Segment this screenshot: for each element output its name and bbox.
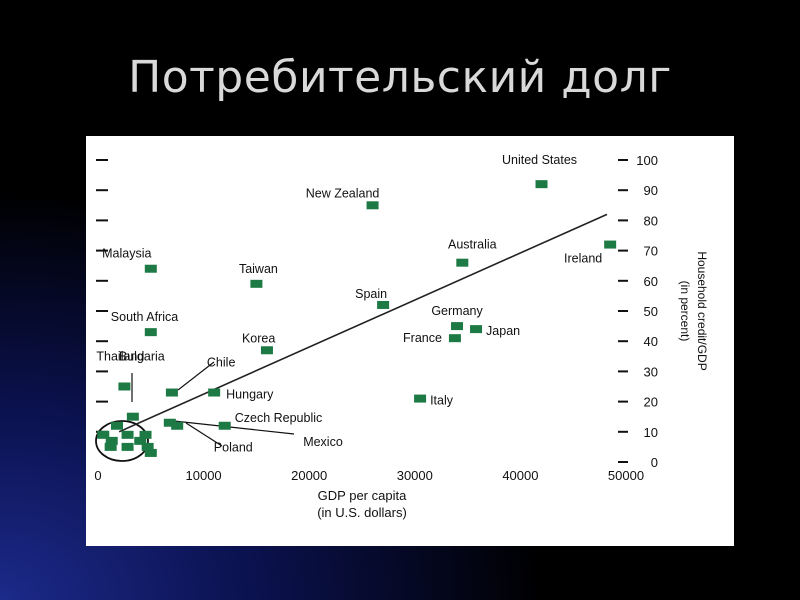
point-united-states [535,180,548,189]
point-ireland [604,240,617,249]
y-axis-unit: (in percent) [678,281,692,342]
point-unlabeled [121,442,134,451]
x-axis-title: GDP per capita [318,488,407,503]
point-taiwan [250,279,263,288]
axes-layer: 0 10 20 30 40 50 60 70 80 90 100 0 10000 20000 30000 40… [94,153,709,520]
labels-layer: United States New Zealand Ireland Australia… [96,153,602,455]
points-layer [97,180,617,457]
point-unlabeled [121,430,134,439]
scatter-chart: 0 10 20 30 40 50 60 70 80 90 100 0 10000 20000 30000 40… [94,153,709,520]
x-tick-label: 10000 [186,468,222,483]
trend-line [118,213,608,433]
y-tick-label: 80 [644,213,658,228]
point-czech-republic [218,421,231,430]
point-unlabeled [104,442,117,451]
x-tick-label: 20000 [291,468,327,483]
point-new-zealand [366,201,379,210]
point-label-france: France [403,331,442,345]
y-tick-label: 30 [644,364,658,379]
point-malaysia [144,264,157,273]
annotations-layer [95,361,295,462]
y-tick-label: 70 [644,244,658,259]
point-label-bulgaria: Bulgaria [119,350,165,364]
y-tick-label: 60 [644,274,658,289]
point-label-korea: Korea [242,331,275,345]
point-label-australia: Australia [448,238,497,252]
mexico-leader-line [173,420,295,435]
point-label-ireland: Ireland [564,252,602,266]
y-tick-label: 90 [644,183,658,198]
point-unlabeled [134,436,147,445]
point-germany [451,322,464,331]
point-japan [470,325,483,334]
chart-panel: 0 10 20 30 40 50 60 70 80 90 100 0 10000 20000 30000 40… [86,136,734,546]
point-bulgaria [126,412,139,421]
point-korea [260,346,273,355]
point-label-czech-republic: Czech Republic [235,411,323,425]
point-hungary [208,388,221,397]
point-unlabeled [105,436,118,445]
point-label-hungary: Hungary [226,388,274,402]
y-tick-label: 0 [651,455,658,470]
point-unlabeled [97,430,110,439]
cluster-circle [95,420,149,462]
point-label-germany: Germany [431,304,483,318]
point-unlabeled [111,421,124,430]
y-tick-label: 40 [644,334,658,349]
point-mexico [171,421,184,430]
point-label-poland: Poland [214,441,253,455]
poland-leader-line [185,422,223,447]
point-label-mexico: Mexico [303,435,343,449]
point-label-spain: Spain [355,287,387,301]
x-tick-label: 50000 [608,468,644,483]
point-label-south-africa: South Africa [111,310,178,324]
point-unlabeled [144,448,157,457]
point-label-new-zealand: New Zealand [306,186,380,200]
point-chile [165,388,178,397]
point-unlabeled [141,442,154,451]
point-thailand [118,382,131,391]
point-label-united-states: United States [502,153,577,167]
trend-layer [118,213,608,433]
point-label-japan: Japan [486,324,520,338]
point-poland [163,418,176,427]
point-label-italy: Italy [430,394,454,408]
point-italy [414,394,427,403]
x-axis-unit: (in U.S. dollars) [317,505,407,520]
x-tick-label: 40000 [502,468,538,483]
y-tick-label: 20 [644,395,658,410]
x-tick-label: 0 [94,468,101,483]
point-label-malaysia: Malaysia [102,247,151,261]
y-tick-label: 100 [636,153,658,168]
point-australia [456,258,469,267]
point-label-thailand: Thailand [96,350,144,364]
chile-leader-line [177,361,215,391]
point-france [448,334,461,343]
x-tick-label: 30000 [397,468,433,483]
point-south-africa [144,328,157,337]
slide-title: Потребительский долг [128,52,672,103]
point-label-taiwan: Taiwan [239,262,278,276]
y-tick-label: 50 [644,304,658,319]
point-label-chile: Chile [207,356,236,370]
y-axis-title: Household credit/GDP [695,251,709,370]
y-tick-label: 10 [644,425,658,440]
point-spain [377,300,390,309]
point-unlabeled [139,430,152,439]
